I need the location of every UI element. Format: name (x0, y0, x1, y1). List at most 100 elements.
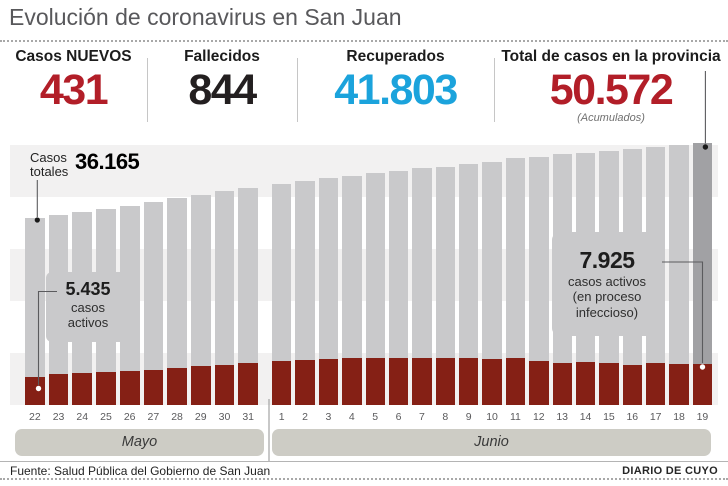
bar-active (190, 366, 211, 405)
bar-active (435, 357, 455, 405)
bar-active (143, 369, 164, 405)
bar-active (482, 358, 502, 405)
stat-value: 844 (188, 66, 257, 114)
bar-slot-junio-5: 5 (365, 143, 385, 425)
bar-active (388, 357, 409, 405)
x-tick-label: 11 (509, 411, 521, 423)
stat-divider (297, 58, 298, 122)
bar-slot-junio-8: 8 (435, 143, 455, 425)
stat-label: Casos NUEVOS (15, 48, 132, 65)
bar-total (622, 148, 642, 405)
bar-slot-junio-15: 15 (599, 143, 619, 425)
bar-active (669, 364, 689, 405)
x-tick-label: 9 (465, 411, 472, 423)
x-tick-label: 26 (123, 411, 136, 423)
x-tick-label: 8 (442, 411, 449, 423)
x-tick-label: 18 (673, 411, 685, 423)
bar-total (482, 161, 502, 405)
bar-active (167, 367, 187, 405)
annotation-text: activos (67, 315, 109, 331)
footer-rule (0, 461, 728, 462)
x-tick-label: 3 (325, 411, 332, 423)
bar-active (25, 376, 45, 405)
annotation-casos-totales-value: 36.165 (75, 149, 140, 174)
bar-active (318, 358, 339, 405)
stat-divider (494, 58, 495, 122)
bar-active (342, 358, 362, 405)
bar-total (365, 173, 385, 405)
bar-active (529, 361, 549, 405)
bar-active (622, 364, 642, 405)
x-tick-label: 5 (372, 411, 379, 423)
x-tick-label: 1 (278, 411, 285, 423)
bar-active (575, 362, 596, 405)
bar-slot-mayo-28: 28 (167, 143, 187, 425)
x-tick-label: 6 (395, 411, 402, 423)
bar-slot-junio-17: 17 (646, 143, 666, 425)
bar-slot-junio-13: 13 (552, 143, 572, 425)
bar-slot-junio-18: 18 (669, 143, 689, 425)
bar-slot-junio-1: 1 (272, 143, 292, 425)
x-tick-label: 2 (302, 411, 308, 423)
x-tick-label: 15 (603, 411, 615, 423)
stat-label: Recuperados (346, 48, 445, 65)
x-tick-label: 30 (218, 411, 231, 423)
annotation-text: (en proceso (572, 289, 642, 305)
bar-total (214, 191, 235, 405)
annotation-value: 5.435 (65, 279, 111, 299)
x-tick-label: 14 (579, 411, 592, 423)
x-tick-label: 12 (532, 411, 545, 423)
annotation-casos-totales-label: Casos totales (30, 150, 69, 179)
bar-slot-mayo-25: 25 (96, 143, 116, 425)
bar-active (96, 372, 116, 405)
bar-slot-junio-6: 6 (388, 143, 409, 425)
bar-slot-junio-9: 9 (459, 143, 479, 425)
bar-total (459, 164, 479, 405)
bar-active (692, 363, 713, 405)
publisher-credit: DIARIO DE CUYO (622, 465, 718, 477)
bar-active (505, 358, 526, 405)
x-tick-label: 31 (242, 411, 255, 423)
bar-slot-mayo-24: 24 (72, 143, 93, 425)
annotation-text: casos (71, 300, 105, 315)
bar-total (96, 208, 116, 405)
annotation-text: casos activos (567, 274, 647, 289)
bar-total (505, 158, 526, 405)
bar-active (72, 373, 93, 405)
stat-value: 41.803 (334, 66, 458, 114)
bar-slot-mayo-22: 22 (25, 143, 45, 425)
bar-total (599, 150, 619, 405)
x-tick-label: 16 (626, 411, 639, 423)
annotation-last-active: 7.925 casos activos (en proceso infeccio… (552, 247, 662, 320)
x-tick-label: 24 (76, 411, 89, 423)
x-tick-label: 29 (194, 411, 207, 423)
bar-slot-junio-14: 14 (575, 143, 596, 425)
bar-active (238, 363, 259, 405)
bar-total (412, 168, 432, 405)
bar-slot-junio-16: 16 (622, 143, 642, 425)
stat-label: Fallecidos (184, 48, 260, 65)
x-tick-label: 28 (171, 411, 183, 423)
dotted-divider-bottom (0, 478, 728, 480)
bar-active (599, 363, 619, 405)
bar-active (365, 357, 385, 405)
bar-slot-junio-11: 11 (505, 143, 526, 425)
bar-total (552, 154, 572, 405)
x-tick-label: 25 (100, 411, 112, 423)
stat-recuperados: Recuperados 41.803 (297, 48, 494, 111)
x-tick-label: 13 (556, 411, 569, 423)
bar-active (459, 358, 479, 405)
bar-total (646, 147, 666, 405)
source-credit: Fuente: Salud Pública del Gobierno de Sa… (10, 464, 271, 478)
bar-slot-junio-2: 2 (295, 143, 315, 425)
bar-active (295, 359, 315, 405)
page-title: Evolución de coronavirus en San Juan (9, 4, 402, 30)
x-tick-label: 19 (696, 411, 709, 423)
month-band-mayo: Mayo (15, 429, 264, 456)
stat-note: (Acumulados) (577, 111, 645, 124)
stat-divider (147, 58, 148, 122)
bar-total (119, 206, 140, 405)
bar-slot-junio-19: 19 (692, 143, 713, 425)
bar-total (318, 178, 339, 405)
stat-fallecidos: Fallecidos 844 (147, 48, 297, 111)
